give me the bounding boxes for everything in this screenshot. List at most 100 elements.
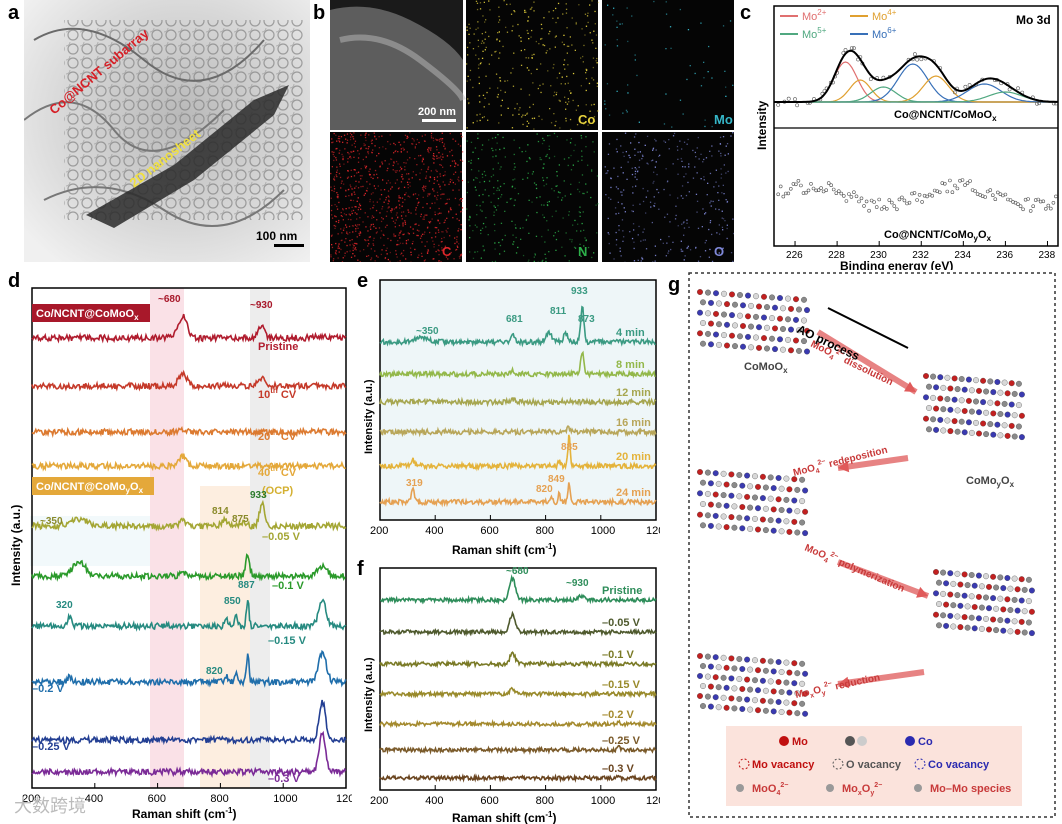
xps-point-bottom [791, 182, 796, 186]
ao-arrow [827, 307, 909, 349]
raman-f-curve-label-6: –0.3 V [602, 763, 634, 775]
raman-d-curve-label-8: –0.2 V [32, 683, 64, 695]
raman-d-peak-label-4: 875 [232, 514, 249, 525]
raman-d-tick-label: 1000 [273, 793, 297, 805]
raman-f-curve-5 [379, 744, 657, 756]
raman-f-peak-label-0: ~680 [506, 566, 529, 577]
raman-d-curve-label-7: –0.15 V [268, 635, 307, 647]
xps-point-bottom [1026, 197, 1030, 201]
eds-symbol-n: N [578, 244, 587, 259]
xps-point-bottom [804, 190, 808, 195]
xps-point-bottom [963, 183, 967, 187]
xps-point-top [849, 46, 854, 51]
process-arrow-3 [837, 669, 925, 687]
xps-point-bottom [1016, 202, 1020, 206]
xps-point-top [868, 77, 873, 82]
xps-envelope [774, 49, 1058, 103]
raman-e-chart: 4 min 8 min 12 min 16 min 20 min 24 min ~350 6… [363, 279, 660, 557]
xps-tick-label: 238 [1038, 250, 1055, 261]
lattice-0 [697, 289, 810, 355]
raman-f-tick-label: 200 [370, 795, 388, 807]
eds-tile-co: Co [466, 0, 600, 131]
xps-point-bottom [907, 200, 912, 205]
xps-legend-label-3: Mo6+ [872, 26, 897, 41]
xps-component-3 [774, 63, 1058, 103]
xps-point-bottom [1021, 207, 1025, 212]
raman-d-tick-label: 800 [210, 793, 228, 805]
raman-d-peak-label-2: ~350 [40, 516, 63, 527]
raman-f-xlabel: Raman shift (cm-1) [452, 810, 556, 824]
xps-point-bottom [988, 188, 993, 192]
lattice-3 [933, 569, 1035, 637]
legend-vacancy-label-0: Mo vacancy [752, 759, 815, 771]
xps-legend-label-2: Mo5+ [802, 26, 827, 41]
xps-point-bottom [834, 191, 839, 195]
lattice-2 [697, 469, 809, 537]
legend-species-label-0: MoO42− [752, 782, 788, 797]
xps-point-bottom [892, 204, 897, 208]
xps-point-bottom [932, 188, 937, 193]
raman-d-curve-3 [31, 452, 346, 472]
raman-e-curve-5 [379, 482, 657, 508]
raman-e-ylabel: Intensity (a.u.) [363, 379, 375, 454]
raman-e-tick-label: 1200 [646, 525, 660, 537]
box-comoo [32, 304, 150, 322]
legend-vacancy-label-2: Co vacancy [928, 759, 990, 771]
xps-legend-label-0: Mo2+ [802, 8, 827, 23]
raman-d-peak-label-1: ~930 [250, 300, 273, 311]
raman-d-curve-7 [31, 598, 347, 632]
raman-e-xlabel: Raman shift (cm-1) [452, 542, 556, 557]
raman-e-peak-label-4: 933 [571, 286, 588, 297]
xps-point-bottom [874, 205, 879, 209]
schematic-legend-box [726, 726, 1022, 806]
raman-f-tick-label: 1200 [646, 795, 660, 807]
raman-e-frame [379, 279, 657, 521]
raman-e-peak-label-5: 319 [406, 478, 423, 489]
raman-d-curve-label-6: –0.1 V [272, 580, 304, 592]
legend-species-icon-0 [736, 784, 744, 792]
xps-point-top [1007, 87, 1012, 92]
legend-vacancy-1 [832, 758, 844, 770]
raman-e-curve-label-5: 24 min [616, 487, 651, 499]
xps-tick-label: 230 [870, 250, 887, 261]
xps-point-top [786, 96, 791, 101]
xps-point-bottom [783, 191, 788, 196]
raman-f-tick-label: 1000 [591, 795, 615, 807]
legend-species-icon-1 [826, 784, 834, 792]
legend-atom-o [857, 736, 867, 746]
panel-label-b: b [313, 2, 326, 24]
xps-point-top [963, 84, 968, 89]
legend-atom-label-0: Mo [792, 736, 808, 748]
xps-point-top [793, 97, 797, 102]
xps-point-bottom [814, 188, 818, 193]
haadf-tile: 200 nm [330, 0, 466, 131]
xps-point-bottom [824, 188, 828, 192]
xps-tick-label: 228 [828, 250, 845, 261]
xps-point-bottom [829, 183, 833, 187]
process-arrow-2 [836, 559, 930, 599]
legend-vacancy-2 [914, 758, 926, 770]
watermark: 大数跨境 [14, 796, 86, 816]
xps-point-bottom [844, 199, 849, 203]
xps-point-bottom [920, 200, 924, 204]
xps-point-bottom [867, 208, 871, 213]
xps-point-bottom [1041, 199, 1046, 204]
raman-d-curve-1 [31, 369, 347, 392]
xps-point-bottom [857, 199, 861, 204]
scale-text-b: 200 nm [418, 106, 456, 118]
xps-point-bottom [1043, 207, 1048, 211]
xps-point-bottom [778, 184, 783, 189]
raman-d-tick-label: 600 [148, 793, 166, 805]
xps-point-bottom [995, 190, 1000, 195]
raman-d-curve-8 [31, 649, 347, 688]
raman-e-panel: 4 min 8 min 12 min 16 min 20 min 24 min ~350 6… [356, 276, 660, 558]
panel-label-d: d [8, 270, 21, 292]
xps-point-bottom [1036, 197, 1041, 202]
xps-point-bottom [885, 207, 889, 211]
xps-point-top [912, 52, 917, 57]
xps-point-bottom [1051, 201, 1056, 205]
raman-d-curve-label-5: –0.05 V [262, 531, 301, 543]
xps-point-bottom [1023, 197, 1028, 202]
xps-point-bottom [1028, 209, 1033, 213]
band-850 [200, 486, 250, 788]
